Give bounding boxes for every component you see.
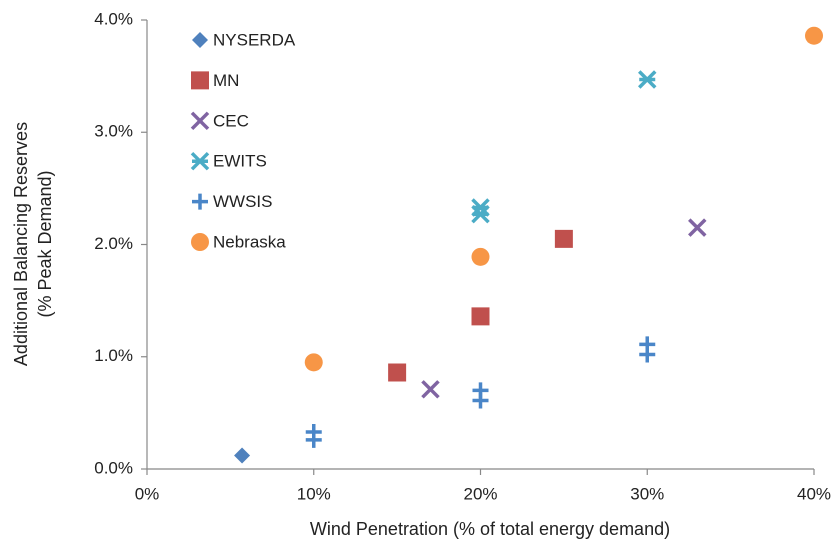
- point: [234, 447, 251, 464]
- legend-label: WWSIS: [213, 192, 273, 211]
- legend-marker: [190, 151, 210, 171]
- point: [554, 229, 573, 248]
- legend-marker: [190, 111, 210, 131]
- y-tick-label: 4.0%: [94, 9, 133, 28]
- y-tick-label: 1.0%: [94, 346, 133, 365]
- legend-marker: [191, 71, 209, 90]
- point: [471, 247, 490, 266]
- legend-marker: [192, 193, 208, 210]
- point: [305, 431, 322, 448]
- legend-marker: [192, 32, 208, 48]
- legend-label: NYSERDA: [213, 30, 296, 49]
- point: [472, 392, 489, 409]
- point: [421, 380, 440, 399]
- x-tick-label: 30%: [630, 484, 664, 503]
- y-tick-label: 0.0%: [94, 458, 133, 477]
- legend-label: EWITS: [213, 152, 267, 171]
- legend-marker: [191, 233, 209, 251]
- x-tick-label: 40%: [797, 484, 831, 503]
- point: [639, 346, 656, 363]
- point: [688, 218, 707, 237]
- y-axis-title: Additional Balancing Reserves: [11, 122, 31, 366]
- y-tick-label: 2.0%: [94, 234, 133, 253]
- x-tick-label: 20%: [463, 484, 497, 503]
- point: [638, 70, 657, 89]
- legend-label: CEC: [213, 111, 249, 130]
- point: [805, 26, 823, 45]
- x-axis-title: Wind Penetration (% of total energy dema…: [310, 519, 670, 539]
- x-tick-label: 10%: [297, 484, 331, 503]
- point: [388, 363, 407, 382]
- y-tick-label: 3.0%: [94, 122, 133, 141]
- y-axis-title: (% Peak Demand): [35, 170, 55, 317]
- point: [471, 204, 490, 224]
- legend-label: MN: [213, 71, 239, 90]
- legend-label: Nebraska: [213, 232, 286, 251]
- point: [304, 353, 323, 372]
- x-tick-label: 0%: [135, 484, 160, 503]
- point: [471, 307, 490, 326]
